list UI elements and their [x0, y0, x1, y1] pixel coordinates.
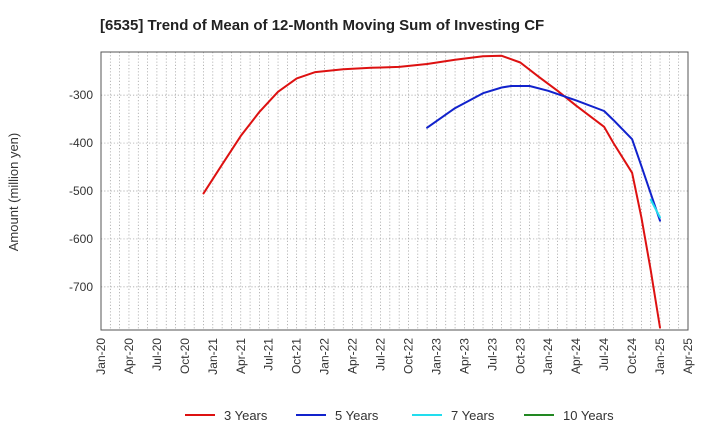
legend-label: 3 Years: [224, 408, 268, 423]
x-tick-oct-20: Oct-20: [178, 338, 192, 374]
plot-frame: [100, 51, 689, 331]
x-tick-oct-24: Oct-24: [625, 338, 639, 374]
x-tick-apr-25: Apr-25: [681, 338, 695, 374]
legend-item-7-years: 7 Years: [412, 408, 495, 423]
y-axis-ticks: -300 -400 -500 -600 -700: [69, 88, 93, 294]
x-tick-jan-22: Jan-22: [318, 338, 332, 375]
x-axis-ticks: Jan-20 Apr-20 Jul-20 Oct-20 Jan-21 Apr-21 Jul-…: [94, 338, 695, 375]
y-tick-700: -700: [69, 280, 93, 294]
y-tick-400: -400: [69, 136, 93, 150]
x-tick-jan-23: Jan-23: [429, 338, 443, 375]
x-tick-apr-24: Apr-24: [569, 338, 583, 374]
x-tick-jul-21: Jul-21: [262, 338, 276, 371]
chart-title: [6535] Trend of Mean of 12-Month Moving …: [100, 17, 544, 34]
y-tick-500: -500: [69, 184, 93, 198]
series-line-7-years: [649, 198, 661, 219]
x-tick-oct-23: Oct-23: [513, 338, 527, 374]
plot-area: [101, 52, 688, 330]
x-tick-jan-21: Jan-21: [206, 338, 220, 375]
series-line-3-years: [202, 54, 661, 329]
x-tick-jul-20: Jul-20: [150, 338, 164, 371]
legend-item-5-years: 5 Years: [296, 408, 379, 423]
x-tick-apr-23: Apr-23: [457, 338, 471, 374]
series-line-5-years: [426, 85, 661, 222]
legend-item-10-years: 10 Years: [524, 408, 614, 423]
y-axis-label: Amount (million yen): [6, 133, 21, 252]
x-tick-jul-22: Jul-22: [374, 338, 388, 371]
legend-label: 5 Years: [335, 408, 379, 423]
legend-item-3-years: 3 Years: [185, 408, 268, 423]
x-tick-jan-25: Jan-25: [653, 338, 667, 375]
legend-label: 10 Years: [563, 408, 614, 423]
x-tick-oct-22: Oct-22: [401, 338, 415, 374]
x-tick-apr-20: Apr-20: [122, 338, 136, 374]
y-tick-300: -300: [69, 88, 93, 102]
y-tick-600: -600: [69, 232, 93, 246]
x-tick-jul-24: Jul-24: [597, 338, 611, 371]
x-tick-oct-21: Oct-21: [290, 338, 304, 374]
grid: [100, 52, 689, 330]
x-tick-jul-23: Jul-23: [485, 338, 499, 371]
x-tick-jan-20: Jan-20: [94, 338, 108, 375]
x-tick-apr-22: Apr-22: [346, 338, 360, 374]
legend-label: 7 Years: [451, 408, 495, 423]
x-tick-jan-24: Jan-24: [541, 338, 555, 375]
x-tick-apr-21: Apr-21: [234, 338, 248, 374]
legend: 3 Years 5 Years 7 Years 10 Years: [185, 408, 614, 423]
series-lines: [202, 54, 661, 329]
